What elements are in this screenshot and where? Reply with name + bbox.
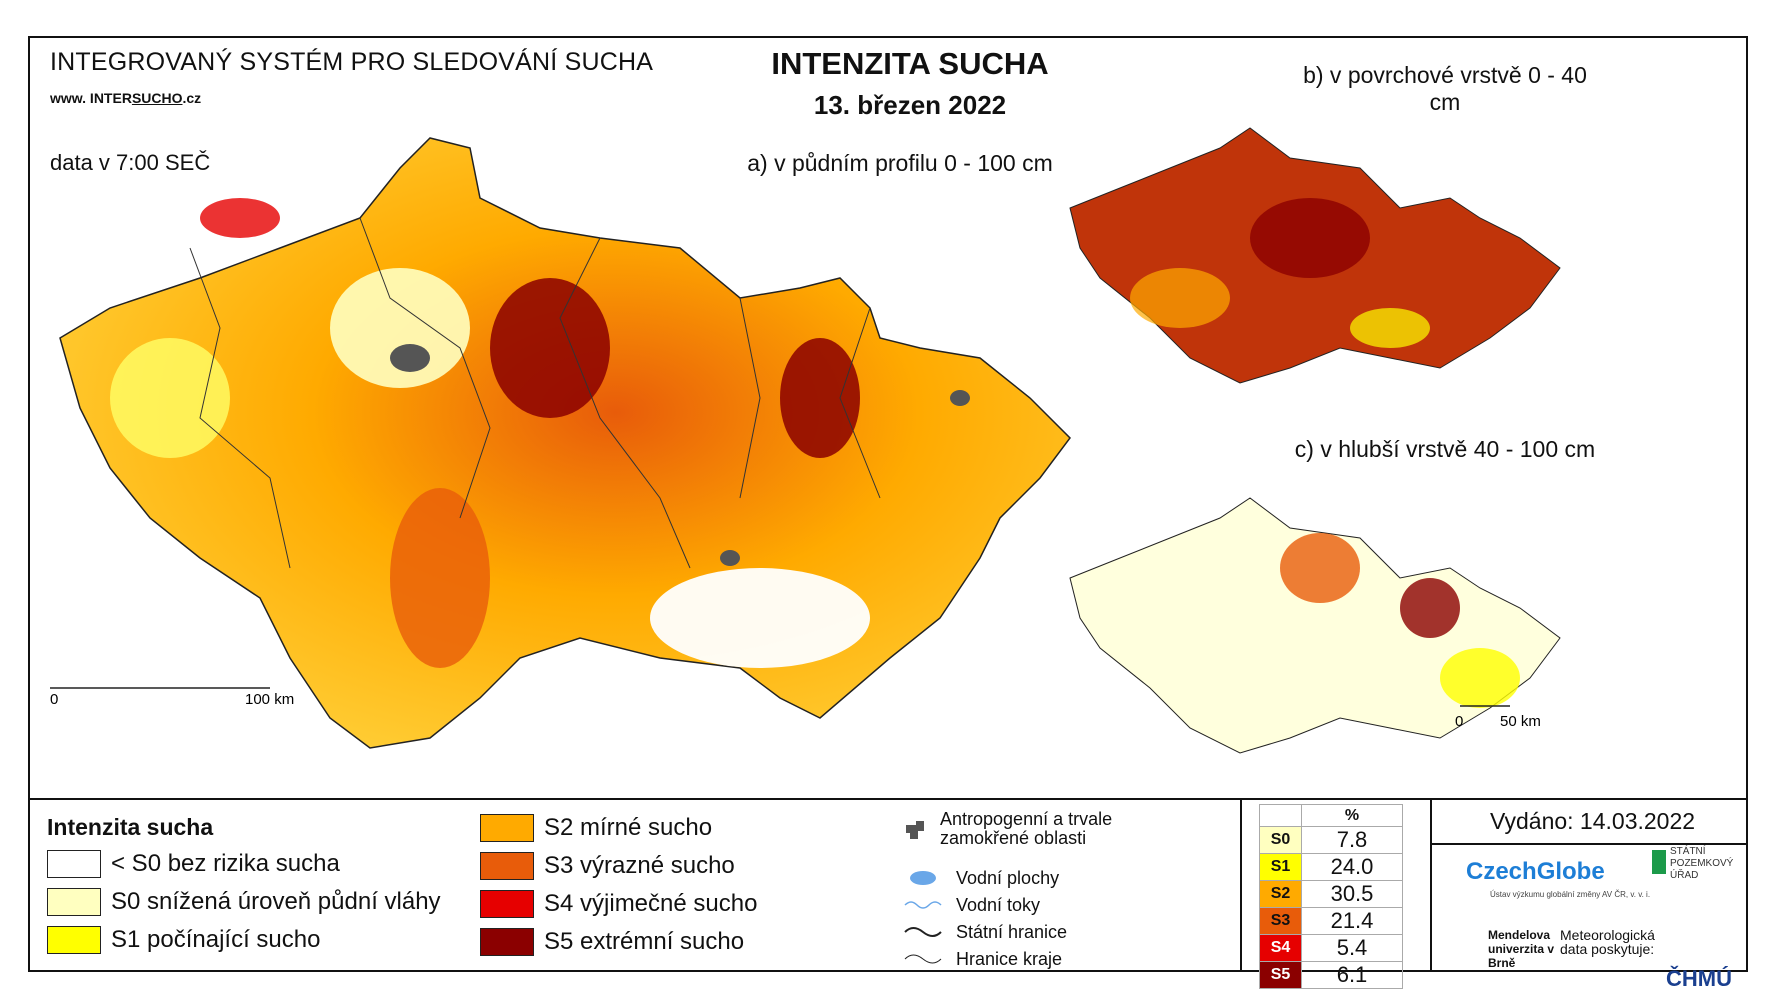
scale-a-end: 100 km [245, 691, 294, 708]
table-separator-right [1430, 798, 1432, 972]
region-border-icon [900, 947, 946, 971]
data-time-note: data v 7:00 SEČ [50, 150, 211, 175]
website-url[interactable]: www. INTERSUCHO.cz [50, 90, 202, 106]
legend-swatch-s2 [480, 814, 534, 842]
table-row: S5 6.1 [1259, 961, 1403, 989]
table-row: S2 30.5 [1259, 880, 1403, 908]
map-a-full-profile: 0 100 km [50, 137, 1071, 749]
legend-swatch-s5 [480, 928, 534, 956]
extreme-drought-area-moravia [780, 338, 860, 458]
map-b-surface-layer [1069, 127, 1561, 384]
map-sheet: INTEGROVANÝ SYSTÉM PRO SLEDOVÁNÍ SUCHA w… [28, 36, 1748, 991]
table-separator-left [1240, 798, 1242, 972]
map-c-title: c) v hlubší vrstvě 40 - 100 cm [1294, 436, 1596, 462]
legend-item-s2: S2 mírné sucho [480, 814, 712, 842]
symbol-region-border: Hranice kraje [900, 947, 1062, 971]
scale-a-start: 0 [50, 691, 58, 708]
spu-logo-icon [1652, 850, 1666, 874]
symbol-urban-area: Antropogenní a trvale zamokřené oblasti [900, 810, 1140, 848]
map-b-title: b) v povrchové vrstvě 0 - 40 cm [1303, 62, 1587, 115]
legend-title: Intenzita sucha [47, 814, 214, 840]
percent-header: % [1301, 804, 1403, 827]
symbol-river: Vodní toky [900, 893, 1040, 917]
river-icon [900, 893, 946, 917]
mendel-university-logo: Mendelova univerzita v Brně [1488, 928, 1555, 970]
czech-republic-map-c [1069, 497, 1561, 754]
meteo-data-provider: Meteorologická data poskytuje: [1560, 927, 1655, 957]
scale-c-end: 50 km [1500, 713, 1541, 730]
state-border-icon [900, 920, 946, 944]
footer-divider [1432, 843, 1748, 845]
urban-area-prague [390, 344, 430, 372]
map-a-title: a) v půdním profilu 0 - 100 cm [747, 150, 1053, 176]
map-date: 13. březen 2022 [813, 90, 1007, 120]
table-row: S4 5.4 [1259, 934, 1403, 962]
table-row: S0 7.8 [1259, 826, 1403, 854]
legend-item-s1: S1 počínající sucho [47, 926, 320, 954]
urban-area-brno [720, 550, 740, 566]
drought-percent-table: % S0 7.8 S1 24.0 S2 30.5 S3 21.4 S4 5.4 S5 6.1 [1259, 804, 1403, 989]
extreme-drought-area-east-bohemia [490, 278, 610, 418]
no-drought-area-south-moravia [650, 568, 870, 668]
legend-item-s3: S3 výrazné sucho [480, 852, 735, 880]
chmu-logo: ČHMÚ [1666, 966, 1732, 991]
symbol-water-body: Vodní plochy [900, 866, 1059, 890]
legend-swatch-s3 [480, 852, 534, 880]
symbol-state-border: Státní hranice [900, 920, 1067, 944]
legend-item-below-s0: < S0 bez rizika sucha [47, 850, 340, 878]
urban-area-ostrava [950, 390, 970, 406]
legend-swatch-s0 [47, 888, 101, 916]
legend-swatch-below-s0 [47, 850, 101, 878]
legend-item-s0: S0 snížená úroveň půdní vláhy [47, 888, 441, 916]
region-borders-a [189, 217, 881, 569]
czechglobe-logo: CzechGlobe [1466, 858, 1605, 885]
scale-c-start: 0 [1455, 713, 1463, 730]
legend-swatch-s1 [47, 926, 101, 954]
water-body-icon [900, 866, 946, 890]
legend-separator [30, 798, 1746, 800]
issued-date: Vydáno: 14.03.2022 [1490, 808, 1696, 834]
main-title: INTENZITA SUCHA [771, 46, 1049, 81]
legend-item-s5: S5 extrémní sucho [480, 928, 744, 956]
table-row: S1 24.0 [1259, 853, 1403, 881]
legend-item-s4: S4 výjimečné sucho [480, 890, 757, 918]
legend-swatch-s4 [480, 890, 534, 918]
table-row: S3 21.4 [1259, 907, 1403, 935]
urban-area-icon [900, 817, 930, 841]
czechglobe-subtitle: Ústav výzkumu globální změny AV ČR, v. v… [1490, 890, 1651, 899]
spu-logo-text: STÁTNÍ POZEMKOVÝ ÚŘAD [1670, 846, 1734, 881]
map-c-deep-layer: 0 50 km [1069, 497, 1561, 754]
system-title: INTEGROVANÝ SYSTÉM PRO SLEDOVÁNÍ SUCHA [50, 48, 654, 76]
